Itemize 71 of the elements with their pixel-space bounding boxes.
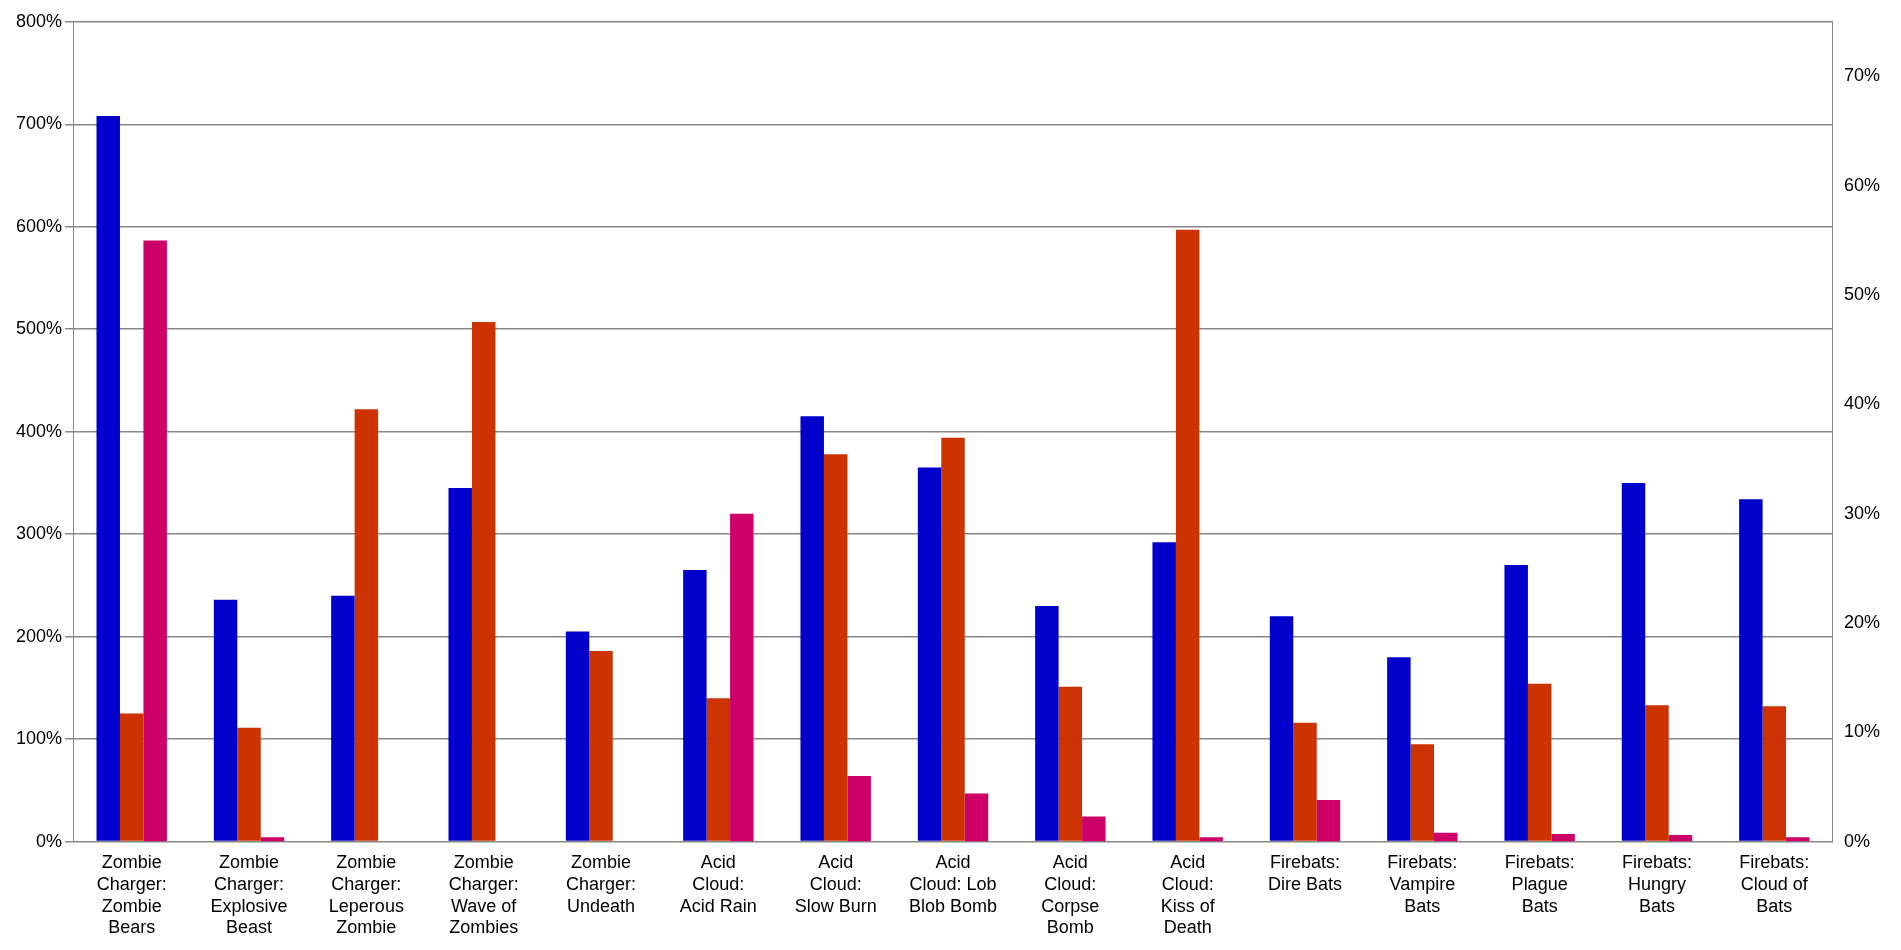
y2-tick-label: 10% <box>1843 721 1880 742</box>
x-tick-label: Acid Cloud: Slow Burn <box>794 852 877 916</box>
y-tick-label: 700% <box>15 113 63 134</box>
y2-tick-label: 60% <box>1843 174 1880 195</box>
y-tick-label: 600% <box>15 215 63 236</box>
bar <box>1387 657 1411 841</box>
bar <box>1551 833 1575 842</box>
bar <box>730 513 754 842</box>
y2-tick-label: 20% <box>1843 611 1880 632</box>
y-tick-label: 500% <box>15 318 63 339</box>
y-tick-label: 0% <box>36 830 63 851</box>
bar <box>331 595 355 841</box>
x-tick-label: Firebats: Hungry Bats <box>1621 852 1692 916</box>
x-tick-label: Firebats: Dire Bats <box>1267 852 1343 894</box>
bar <box>1527 683 1552 841</box>
y2-tick-label: 40% <box>1843 393 1880 414</box>
x-tick-label: Firebats: Plague Bats <box>1504 852 1575 916</box>
x-tick-label: Zombie Charger: Wave of Zombies <box>448 852 519 938</box>
bar <box>143 240 167 842</box>
bar <box>1621 482 1646 841</box>
bar <box>1035 605 1059 841</box>
bar <box>800 416 824 841</box>
y-tick-label: 200% <box>15 625 63 646</box>
x-tick-label: Acid Cloud: Lob Blob Bomb <box>908 852 998 916</box>
bar <box>96 116 120 841</box>
bar <box>119 713 144 841</box>
bar <box>1175 229 1200 841</box>
bar <box>565 631 590 841</box>
bar <box>1152 542 1176 841</box>
x-tick-label: Acid Cloud: Corpse Bomb <box>1041 852 1100 938</box>
y2-tick-label: 30% <box>1843 502 1880 523</box>
bar <box>471 322 496 841</box>
bar <box>1762 706 1787 841</box>
bar <box>448 488 472 841</box>
y-tick-label: 300% <box>15 523 63 544</box>
bar <box>683 570 707 841</box>
bar <box>589 651 613 841</box>
x-tick-label: Firebats: Cloud of Bats <box>1739 852 1810 916</box>
bar <box>1739 499 1763 841</box>
bar <box>1786 837 1810 842</box>
y2-tick-label: 50% <box>1843 284 1880 305</box>
x-tick-label: Zombie Charger: Zombie Bears <box>96 852 167 938</box>
bar <box>941 437 965 841</box>
x-tick-label: Acid Cloud: Acid Rain <box>679 852 757 916</box>
y-tick-label: 800% <box>15 10 63 31</box>
x-tick-label: Firebats: Vampire Bats <box>1387 852 1458 916</box>
bar <box>1645 705 1669 841</box>
y2-tick-label: 0% <box>1843 830 1870 851</box>
y-tick-label: 400% <box>15 420 63 441</box>
bar <box>847 776 871 842</box>
bar <box>1410 744 1435 841</box>
y2-tick-label: 70% <box>1843 65 1880 86</box>
y-tick-label: 100% <box>15 728 63 749</box>
bar <box>823 454 848 841</box>
bar <box>1269 616 1294 841</box>
bar <box>1668 835 1693 842</box>
bar <box>1199 837 1223 842</box>
bar <box>1434 832 1458 842</box>
bar <box>213 599 238 841</box>
bar <box>1293 722 1317 841</box>
x-tick-label: Zombie Charger: Leperous Zombie <box>328 852 404 938</box>
x-tick-label: Zombie Charger: Undeath <box>566 852 637 916</box>
bar <box>354 409 379 841</box>
x-tick-label: Acid Cloud: Kiss of Death <box>1160 852 1216 938</box>
bar <box>964 793 989 842</box>
bar <box>917 467 942 841</box>
bar <box>1058 686 1083 841</box>
bar <box>1082 816 1106 842</box>
bar <box>237 727 261 841</box>
bar <box>1504 564 1528 841</box>
x-tick-label: Zombie Charger: Explosive Beast <box>210 852 288 938</box>
